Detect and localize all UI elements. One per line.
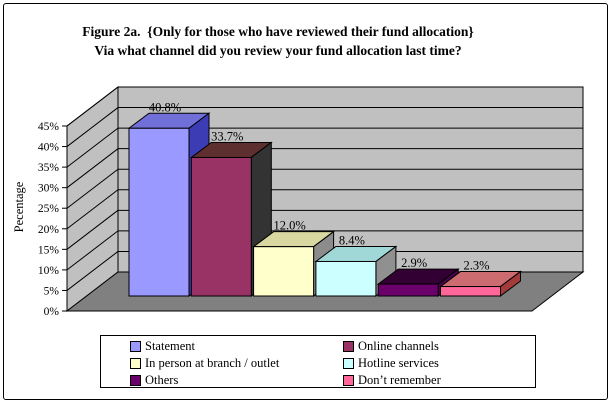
bar-data-label: 12.0% xyxy=(273,219,305,233)
bar-front-face xyxy=(190,156,252,297)
bar-front-face xyxy=(440,286,501,297)
side-gridline xyxy=(66,107,119,147)
side-gridline xyxy=(66,148,119,189)
side-gridline xyxy=(66,209,119,250)
legend-swatch xyxy=(130,341,141,352)
y-tick-label: 0% xyxy=(44,306,60,318)
legend-label: Hotline services xyxy=(358,356,439,370)
legend-item: Don’t remember xyxy=(343,373,535,388)
legend-item: Online channels xyxy=(343,339,535,354)
chart-title-line2: Via what channel did you review your fun… xyxy=(94,43,462,58)
bar-data-label: 2.3% xyxy=(463,259,489,273)
legend-item: Statement xyxy=(130,339,343,354)
legend-item: In person at branch / outlet xyxy=(130,356,343,371)
y-tick-label: 25% xyxy=(38,203,60,215)
legend: Statement Online channels In person at b… xyxy=(100,335,536,388)
y-tick-label: 35% xyxy=(38,162,60,174)
side-gridline xyxy=(66,251,119,291)
chart-title-line1: Figure 2a. {Only for those who have revi… xyxy=(82,24,474,39)
legend-label: Online channels xyxy=(358,339,439,353)
bar-data-label: 33.7% xyxy=(211,129,243,143)
legend-label: Don’t remember xyxy=(358,373,441,387)
legend-swatch xyxy=(343,375,354,386)
bar-data-label: 2.9% xyxy=(401,256,427,270)
figure-border xyxy=(3,3,608,400)
side-gridline xyxy=(66,127,119,168)
y-tick-label: 45% xyxy=(38,121,60,133)
legend-item: Hotline services xyxy=(343,356,535,371)
y-tick-label: 15% xyxy=(38,244,60,256)
bar-front-face xyxy=(253,246,315,297)
legend-swatch xyxy=(130,358,141,369)
side-gridline xyxy=(66,189,119,230)
legend-label: Statement xyxy=(145,339,195,353)
y-tick-label: 20% xyxy=(38,224,60,236)
chart-title: Figure 2a. {Only for those who have revi… xyxy=(0,22,556,60)
y-tick-label: 30% xyxy=(38,183,60,195)
legend-swatch xyxy=(343,358,354,369)
legend-swatch xyxy=(343,341,354,352)
legend-label: In person at branch / outlet xyxy=(145,356,280,370)
legend-label: Others xyxy=(145,373,179,387)
side-gridline xyxy=(66,230,119,271)
y-tick-label: 40% xyxy=(38,142,60,154)
bar-data-label: 40.8% xyxy=(149,100,181,114)
y-tick-label: 5% xyxy=(44,285,60,297)
legend-item: Others xyxy=(130,373,343,388)
legend-swatch xyxy=(130,375,141,386)
bar-front-face xyxy=(315,260,377,297)
y-tick-label: 10% xyxy=(38,265,60,277)
bar-front-face xyxy=(128,127,190,297)
bar-data-label: 8.4% xyxy=(339,233,365,247)
side-gridline xyxy=(66,168,119,209)
side-gridline xyxy=(66,86,119,127)
bar-front-face xyxy=(377,283,439,297)
